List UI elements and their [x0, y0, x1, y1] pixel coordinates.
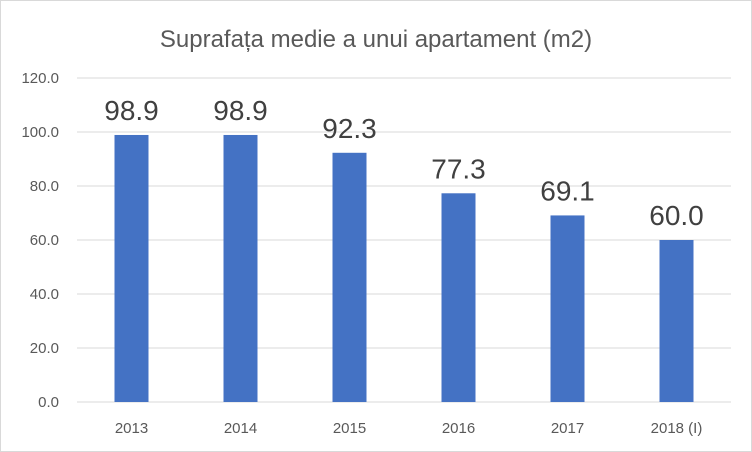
- data-label: 77.3: [431, 153, 486, 184]
- y-tick-label: 60.0: [30, 232, 59, 249]
- data-label: 60.0: [649, 200, 704, 231]
- bar: [332, 152, 367, 402]
- y-tick-label: 120.0: [21, 70, 59, 87]
- bar: [441, 193, 476, 402]
- data-label: 98.9: [104, 95, 159, 126]
- y-tick-label: 20.0: [30, 340, 59, 357]
- data-label: 92.3: [322, 113, 377, 144]
- y-tick-label: 40.0: [30, 286, 59, 303]
- x-tick-label: 2018 (I): [651, 420, 703, 437]
- chart-title: Suprafața medie a unui apartament (m2): [160, 26, 592, 53]
- bar: [659, 240, 694, 402]
- bar: [550, 215, 585, 402]
- x-tick-label: 2015: [333, 420, 366, 437]
- x-tick-label: 2014: [224, 420, 257, 437]
- data-label: 69.1: [540, 175, 595, 206]
- y-tick-label: 100.0: [21, 124, 59, 141]
- y-tick-label: 0.0: [38, 394, 59, 411]
- bar: [114, 134, 149, 402]
- x-tick-label: 2013: [115, 420, 148, 437]
- data-label: 98.9: [213, 95, 268, 126]
- x-tick-label: 2016: [442, 420, 475, 437]
- bar: [223, 134, 258, 402]
- x-tick-label: 2017: [551, 420, 584, 437]
- y-tick-label: 80.0: [30, 178, 59, 195]
